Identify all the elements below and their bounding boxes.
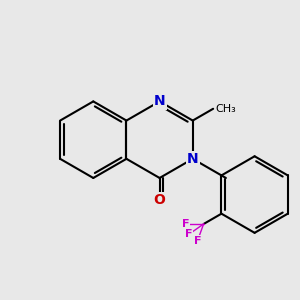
- Text: F: F: [185, 229, 193, 239]
- Text: CH₃: CH₃: [215, 104, 236, 114]
- Text: F: F: [194, 236, 201, 246]
- Text: F: F: [182, 219, 190, 229]
- Text: N: N: [154, 94, 165, 108]
- Text: O: O: [154, 193, 166, 207]
- Text: N: N: [187, 152, 199, 166]
